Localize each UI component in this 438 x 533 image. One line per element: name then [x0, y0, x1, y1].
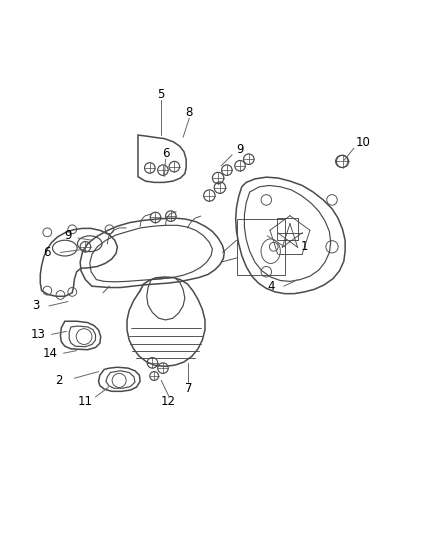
Text: 6: 6 [162, 147, 170, 160]
Text: 6: 6 [43, 246, 51, 259]
Text: 8: 8 [186, 106, 193, 119]
Text: 7: 7 [184, 382, 192, 395]
Text: 9: 9 [236, 143, 244, 156]
Text: 4: 4 [268, 280, 276, 293]
Text: 1: 1 [300, 240, 308, 253]
Text: 5: 5 [158, 88, 165, 101]
Text: 14: 14 [43, 347, 58, 360]
Text: 10: 10 [356, 136, 371, 149]
Text: 2: 2 [55, 374, 63, 387]
Text: 12: 12 [161, 395, 176, 408]
Text: 13: 13 [31, 328, 46, 341]
Text: 9: 9 [64, 229, 72, 243]
Text: 11: 11 [78, 395, 93, 408]
Text: 3: 3 [32, 300, 39, 312]
